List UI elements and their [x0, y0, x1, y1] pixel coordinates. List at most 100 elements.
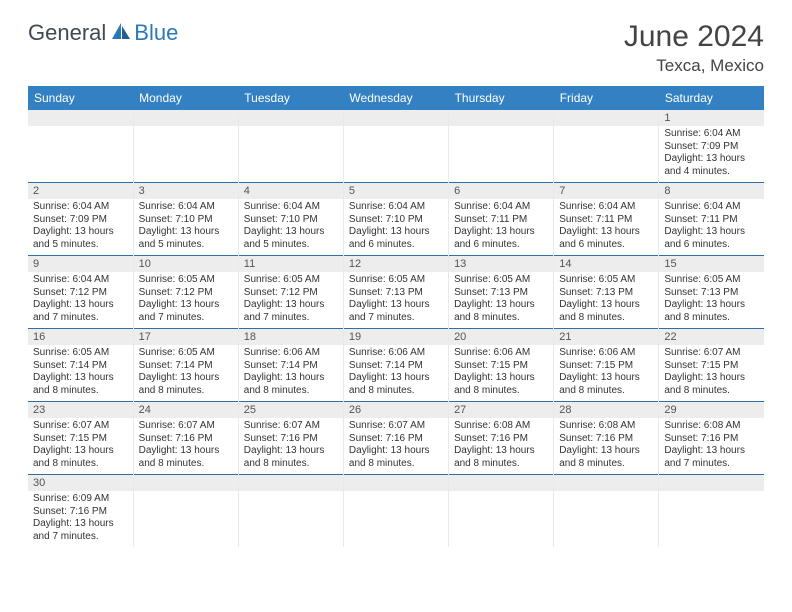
weekday-header: Sunday [28, 86, 133, 110]
calendar-week-row: 30Sunrise: 6:09 AMSunset: 7:16 PMDayligh… [28, 475, 764, 548]
day-number: 30 [28, 475, 133, 491]
empty-day-header [344, 475, 448, 491]
calendar-day-cell: 8Sunrise: 6:04 AMSunset: 7:11 PMDaylight… [659, 183, 764, 256]
calendar-day-cell: 30Sunrise: 6:09 AMSunset: 7:16 PMDayligh… [28, 475, 133, 548]
day-number: 13 [449, 256, 553, 272]
day-number: 4 [239, 183, 343, 199]
day-info: Sunrise: 6:04 AMSunset: 7:11 PMDaylight:… [659, 199, 764, 255]
day-info: Sunrise: 6:07 AMSunset: 7:16 PMDaylight:… [134, 418, 238, 474]
day-info: Sunrise: 6:04 AMSunset: 7:12 PMDaylight:… [28, 272, 133, 328]
calendar-table: SundayMondayTuesdayWednesdayThursdayFrid… [28, 86, 764, 547]
day-number: 14 [554, 256, 658, 272]
day-number: 7 [554, 183, 658, 199]
calendar-day-cell: 14Sunrise: 6:05 AMSunset: 7:13 PMDayligh… [554, 256, 659, 329]
calendar-day-cell [659, 475, 764, 548]
calendar-day-cell [238, 475, 343, 548]
day-number: 3 [134, 183, 238, 199]
day-info: Sunrise: 6:05 AMSunset: 7:13 PMDaylight:… [344, 272, 448, 328]
empty-day-header [28, 110, 133, 126]
day-info: Sunrise: 6:04 AMSunset: 7:10 PMDaylight:… [134, 199, 238, 255]
calendar-week-row: 16Sunrise: 6:05 AMSunset: 7:14 PMDayligh… [28, 329, 764, 402]
day-number: 26 [344, 402, 448, 418]
day-info: Sunrise: 6:05 AMSunset: 7:12 PMDaylight:… [239, 272, 343, 328]
calendar-day-cell: 26Sunrise: 6:07 AMSunset: 7:16 PMDayligh… [343, 402, 448, 475]
calendar-day-cell: 3Sunrise: 6:04 AMSunset: 7:10 PMDaylight… [133, 183, 238, 256]
calendar-day-cell: 23Sunrise: 6:07 AMSunset: 7:15 PMDayligh… [28, 402, 133, 475]
empty-day-header [554, 475, 658, 491]
title-block: June 2024 Texca, Mexico [624, 20, 764, 76]
day-info: Sunrise: 6:04 AMSunset: 7:09 PMDaylight:… [659, 126, 764, 182]
weekday-header: Wednesday [343, 86, 448, 110]
calendar-day-cell: 18Sunrise: 6:06 AMSunset: 7:14 PMDayligh… [238, 329, 343, 402]
day-number: 5 [344, 183, 448, 199]
day-number: 29 [659, 402, 764, 418]
weekday-header: Thursday [449, 86, 554, 110]
calendar-day-cell: 17Sunrise: 6:05 AMSunset: 7:14 PMDayligh… [133, 329, 238, 402]
calendar-day-cell: 11Sunrise: 6:05 AMSunset: 7:12 PMDayligh… [238, 256, 343, 329]
empty-day-header [134, 110, 238, 126]
day-number: 25 [239, 402, 343, 418]
calendar-day-cell [554, 110, 659, 183]
day-info: Sunrise: 6:08 AMSunset: 7:16 PMDaylight:… [659, 418, 764, 474]
day-number: 11 [239, 256, 343, 272]
logo-text-blue: Blue [134, 20, 178, 46]
day-info: Sunrise: 6:05 AMSunset: 7:13 PMDaylight:… [554, 272, 658, 328]
weekday-header: Tuesday [238, 86, 343, 110]
day-info: Sunrise: 6:04 AMSunset: 7:09 PMDaylight:… [28, 199, 133, 255]
weekday-header: Monday [133, 86, 238, 110]
calendar-day-cell: 19Sunrise: 6:06 AMSunset: 7:14 PMDayligh… [343, 329, 448, 402]
calendar-day-cell: 6Sunrise: 6:04 AMSunset: 7:11 PMDaylight… [449, 183, 554, 256]
calendar-week-row: 9Sunrise: 6:04 AMSunset: 7:12 PMDaylight… [28, 256, 764, 329]
day-number: 2 [28, 183, 133, 199]
calendar-day-cell: 20Sunrise: 6:06 AMSunset: 7:15 PMDayligh… [449, 329, 554, 402]
day-info: Sunrise: 6:06 AMSunset: 7:14 PMDaylight:… [344, 345, 448, 401]
calendar-day-cell: 2Sunrise: 6:04 AMSunset: 7:09 PMDaylight… [28, 183, 133, 256]
day-info: Sunrise: 6:04 AMSunset: 7:11 PMDaylight:… [554, 199, 658, 255]
empty-day-header [239, 475, 343, 491]
calendar-day-cell [133, 475, 238, 548]
sail-icon [110, 21, 132, 46]
day-info: Sunrise: 6:05 AMSunset: 7:14 PMDaylight:… [28, 345, 133, 401]
calendar-day-cell: 5Sunrise: 6:04 AMSunset: 7:10 PMDaylight… [343, 183, 448, 256]
day-number: 27 [449, 402, 553, 418]
day-info: Sunrise: 6:08 AMSunset: 7:16 PMDaylight:… [554, 418, 658, 474]
calendar-day-cell: 12Sunrise: 6:05 AMSunset: 7:13 PMDayligh… [343, 256, 448, 329]
location-label: Texca, Mexico [624, 56, 764, 76]
calendar-day-cell: 13Sunrise: 6:05 AMSunset: 7:13 PMDayligh… [449, 256, 554, 329]
header: General Blue June 2024 Texca, Mexico [28, 20, 764, 76]
logo-text-general: General [28, 20, 106, 46]
day-number: 21 [554, 329, 658, 345]
day-info: Sunrise: 6:06 AMSunset: 7:14 PMDaylight:… [239, 345, 343, 401]
empty-day-header [659, 475, 764, 491]
calendar-day-cell [238, 110, 343, 183]
day-number: 12 [344, 256, 448, 272]
weekday-header: Friday [554, 86, 659, 110]
day-info: Sunrise: 6:05 AMSunset: 7:12 PMDaylight:… [134, 272, 238, 328]
day-number: 10 [134, 256, 238, 272]
calendar-day-cell [449, 110, 554, 183]
empty-day-header [449, 475, 553, 491]
empty-day-header [239, 110, 343, 126]
day-number: 15 [659, 256, 764, 272]
calendar-day-cell: 4Sunrise: 6:04 AMSunset: 7:10 PMDaylight… [238, 183, 343, 256]
calendar-day-cell: 15Sunrise: 6:05 AMSunset: 7:13 PMDayligh… [659, 256, 764, 329]
empty-day-header [344, 110, 448, 126]
day-info: Sunrise: 6:05 AMSunset: 7:13 PMDaylight:… [449, 272, 553, 328]
calendar-week-row: 1Sunrise: 6:04 AMSunset: 7:09 PMDaylight… [28, 110, 764, 183]
calendar-day-cell: 10Sunrise: 6:05 AMSunset: 7:12 PMDayligh… [133, 256, 238, 329]
day-info: Sunrise: 6:08 AMSunset: 7:16 PMDaylight:… [449, 418, 553, 474]
day-info: Sunrise: 6:06 AMSunset: 7:15 PMDaylight:… [554, 345, 658, 401]
calendar-day-cell [28, 110, 133, 183]
calendar-day-cell: 24Sunrise: 6:07 AMSunset: 7:16 PMDayligh… [133, 402, 238, 475]
calendar-day-cell: 7Sunrise: 6:04 AMSunset: 7:11 PMDaylight… [554, 183, 659, 256]
calendar-day-cell [343, 475, 448, 548]
day-info: Sunrise: 6:06 AMSunset: 7:15 PMDaylight:… [449, 345, 553, 401]
day-number: 8 [659, 183, 764, 199]
calendar-day-cell: 29Sunrise: 6:08 AMSunset: 7:16 PMDayligh… [659, 402, 764, 475]
calendar-day-cell: 28Sunrise: 6:08 AMSunset: 7:16 PMDayligh… [554, 402, 659, 475]
calendar-day-cell [133, 110, 238, 183]
day-number: 23 [28, 402, 133, 418]
weekday-header: Saturday [659, 86, 764, 110]
calendar-day-cell: 9Sunrise: 6:04 AMSunset: 7:12 PMDaylight… [28, 256, 133, 329]
day-info: Sunrise: 6:04 AMSunset: 7:10 PMDaylight:… [344, 199, 448, 255]
